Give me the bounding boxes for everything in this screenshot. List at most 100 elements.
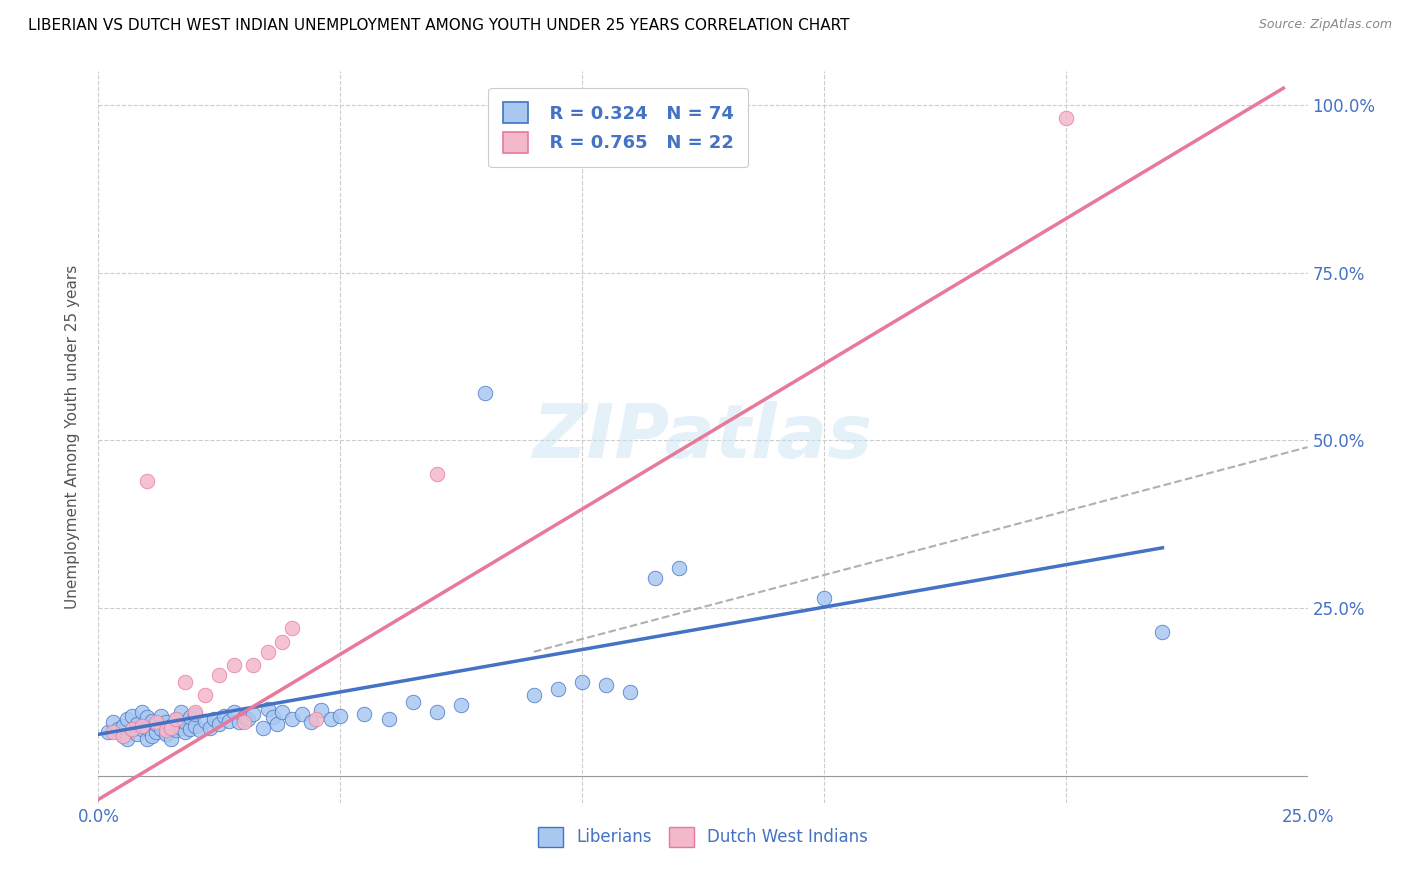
Point: [150, 708, 173, 723]
Point: [242, 658, 264, 673]
Point: [111, 718, 134, 732]
Point: [174, 725, 197, 739]
Point: [222, 705, 245, 719]
Point: [184, 705, 207, 719]
Point: [198, 721, 221, 735]
Point: [290, 707, 312, 722]
Point: [204, 712, 226, 726]
Point: [523, 689, 546, 703]
Point: [571, 675, 593, 690]
Legend: Liberians, Dutch West Indians: Liberians, Dutch West Indians: [524, 814, 882, 860]
Y-axis label: Unemployment Among Youth under 25 years: Unemployment Among Youth under 25 years: [65, 265, 80, 609]
Point: [117, 732, 139, 747]
Point: [101, 715, 124, 730]
Point: [135, 721, 157, 735]
Point: [595, 678, 617, 692]
Point: [145, 715, 167, 730]
Point: [145, 716, 167, 731]
Text: LIBERIAN VS DUTCH WEST INDIAN UNEMPLOYMENT AMONG YOUTH UNDER 25 YEARS CORRELATIO: LIBERIAN VS DUTCH WEST INDIAN UNEMPLOYME…: [28, 18, 849, 33]
Point: [474, 386, 496, 401]
Point: [194, 689, 217, 703]
Point: [184, 718, 207, 732]
Point: [256, 702, 278, 716]
Point: [169, 721, 191, 735]
Point: [141, 729, 163, 743]
Point: [131, 705, 153, 719]
Point: [232, 710, 254, 724]
Point: [281, 621, 304, 635]
Point: [222, 658, 245, 673]
Point: [262, 710, 284, 724]
Point: [127, 716, 149, 731]
Point: [194, 714, 217, 728]
Point: [1054, 112, 1077, 126]
Point: [131, 722, 153, 736]
Point: [135, 732, 157, 747]
Point: [218, 714, 240, 728]
Point: [155, 727, 177, 741]
Point: [228, 715, 250, 730]
Point: [644, 571, 666, 585]
Point: [208, 668, 231, 682]
Point: [450, 698, 472, 713]
Point: [135, 474, 157, 488]
Point: [174, 675, 197, 690]
Point: [212, 708, 235, 723]
Point: [131, 718, 153, 732]
Point: [121, 723, 143, 738]
Point: [111, 729, 134, 743]
Point: [547, 681, 569, 696]
Point: [402, 695, 425, 709]
Point: [271, 705, 294, 719]
Text: ZIPatlas: ZIPatlas: [533, 401, 873, 474]
Point: [135, 710, 157, 724]
Point: [266, 716, 288, 731]
Point: [174, 715, 197, 730]
Point: [141, 714, 163, 728]
Point: [184, 707, 207, 722]
Point: [165, 712, 187, 726]
Point: [165, 723, 187, 738]
Point: [145, 725, 167, 739]
Point: [165, 712, 187, 726]
Point: [242, 707, 264, 722]
Point: [111, 729, 134, 743]
Point: [426, 705, 449, 719]
Point: [97, 725, 120, 739]
Point: [668, 561, 690, 575]
Point: [256, 645, 278, 659]
Point: [121, 708, 143, 723]
Point: [121, 722, 143, 736]
Point: [179, 710, 201, 724]
Point: [101, 725, 124, 739]
Point: [319, 712, 342, 726]
Point: [155, 715, 177, 730]
Point: [305, 712, 328, 726]
Point: [160, 732, 183, 747]
Point: [117, 712, 139, 726]
Point: [160, 721, 183, 735]
Point: [160, 718, 183, 732]
Point: [281, 712, 304, 726]
Point: [150, 722, 173, 736]
Point: [238, 712, 260, 726]
Point: [127, 727, 149, 741]
Point: [208, 716, 231, 731]
Point: [377, 712, 399, 726]
Point: [107, 722, 129, 736]
Point: [232, 715, 254, 730]
Point: [188, 723, 211, 738]
Point: [1152, 624, 1174, 639]
Point: [353, 707, 375, 722]
Point: [155, 723, 177, 738]
Point: [299, 715, 322, 730]
Point: [271, 634, 294, 648]
Point: [309, 703, 332, 717]
Point: [619, 685, 641, 699]
Point: [813, 591, 835, 606]
Point: [329, 708, 352, 723]
Point: [252, 721, 274, 735]
Text: Source: ZipAtlas.com: Source: ZipAtlas.com: [1258, 18, 1392, 31]
Point: [179, 722, 201, 736]
Point: [169, 705, 191, 719]
